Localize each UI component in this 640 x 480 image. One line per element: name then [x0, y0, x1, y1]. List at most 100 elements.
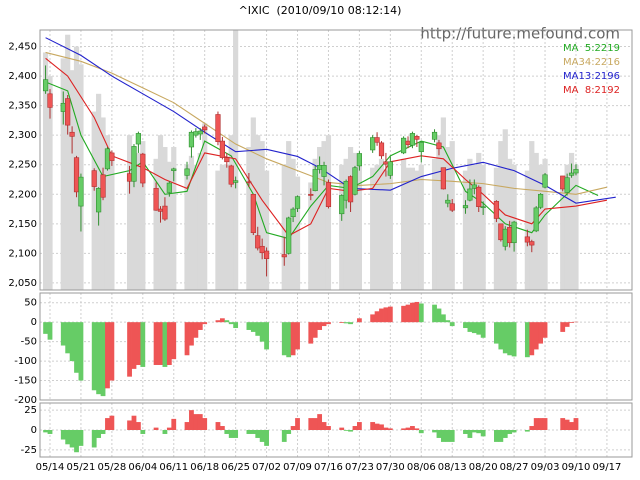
- plot-layer: 05/14 05/21 05/28 06/04 06/11 06/18 06/25 07/02…: [8, 30, 632, 473]
- macd-bar: [440, 314, 446, 323]
- candle-body: [533, 207, 539, 232]
- signal-bar: [410, 426, 415, 430]
- macd-bar: [100, 322, 106, 397]
- x-tick-label: 09/03: [531, 462, 560, 473]
- x-tick-label: 05/21: [67, 462, 96, 473]
- signal-bar: [440, 430, 446, 442]
- candle-body: [104, 148, 111, 170]
- macd-bar: [317, 322, 323, 330]
- volume-bar: [409, 167, 416, 290]
- volume-bar: [414, 170, 420, 290]
- volume-bar: [308, 182, 314, 290]
- volume-bar: [378, 158, 385, 290]
- volume-bar: [352, 152, 358, 290]
- volume-bar: [219, 164, 225, 290]
- macd-bar: [153, 322, 159, 365]
- y-tick-label: 2,100: [8, 248, 37, 259]
- volume-bar: [290, 158, 296, 290]
- volume-bar: [498, 141, 504, 290]
- candle-body: [215, 114, 221, 142]
- signal-bar: [78, 430, 84, 446]
- volume-bar: [480, 164, 486, 290]
- macd-bar: [233, 322, 239, 329]
- volume-bar: [343, 158, 349, 290]
- macd-bar: [105, 322, 110, 389]
- volume-bar: [401, 158, 407, 290]
- macd-bar: [127, 322, 132, 377]
- macd-bar: [286, 322, 292, 358]
- macd-bar: [542, 322, 548, 338]
- signal-bar: [564, 419, 570, 430]
- signal-bar: [502, 430, 508, 438]
- y-tick-label: 2,450: [8, 42, 37, 53]
- candle-body: [383, 161, 389, 165]
- x-tick-label: 07/16: [314, 462, 343, 473]
- macd-bar: [202, 322, 208, 325]
- candle-body: [109, 152, 115, 161]
- candle-body: [564, 177, 570, 193]
- volume-bar: [224, 164, 230, 290]
- signal-bar: [321, 422, 327, 430]
- macd-bar: [91, 322, 97, 391]
- signal-bar: [432, 430, 437, 433]
- signal-bar: [259, 430, 265, 442]
- macd-bar: [387, 306, 393, 323]
- x-tick-label: 08/20: [469, 462, 498, 473]
- signal-bar: [348, 430, 353, 432]
- candle-body: [193, 131, 199, 136]
- signal-bar: [308, 418, 314, 430]
- signal-bar: [533, 418, 539, 430]
- candle-body: [524, 236, 530, 243]
- macd-bar: [343, 322, 349, 324]
- macd-bar: [290, 322, 296, 356]
- x-tick-label: 09/17: [593, 462, 622, 473]
- signal-bar: [264, 430, 269, 446]
- candle-body: [511, 221, 517, 244]
- signal-bar: [65, 430, 71, 445]
- candle-body: [259, 245, 265, 254]
- signal-bar: [560, 418, 566, 430]
- candle-body: [343, 180, 349, 201]
- macd-bar: [321, 322, 327, 327]
- macd-bar: [445, 320, 451, 323]
- volume-bar: [233, 30, 239, 290]
- candle-body: [471, 184, 477, 189]
- signal-bar: [250, 430, 256, 434]
- signal-bar: [542, 418, 548, 430]
- macd-bar: [96, 322, 102, 395]
- candle-body: [414, 136, 420, 140]
- candle-body: [476, 186, 482, 207]
- volume-bar: [449, 141, 455, 290]
- signal-bar: [219, 426, 225, 430]
- candle-body: [449, 203, 455, 211]
- x-tick-label: 08/13: [438, 462, 467, 473]
- macd-bar: [69, 322, 75, 362]
- volume-bar: [140, 141, 146, 290]
- candle-body: [131, 146, 137, 182]
- candle-body: [568, 172, 575, 176]
- macd-bar: [339, 322, 345, 323]
- macd-bar: [418, 303, 424, 323]
- candle-body: [387, 161, 393, 176]
- x-tick-label: 06/25: [221, 462, 250, 473]
- signal-bar: [215, 422, 221, 430]
- signal-bar: [476, 430, 482, 434]
- volume-bar: [312, 158, 318, 290]
- candle-body: [65, 98, 71, 126]
- candle-body: [321, 165, 327, 177]
- volume-bar: [431, 158, 438, 290]
- candle-body: [529, 241, 535, 246]
- candle-body: [502, 228, 508, 247]
- signal-bar: [357, 422, 362, 430]
- candle-body: [356, 153, 363, 167]
- volume-bar: [166, 161, 172, 290]
- macd-bar: [405, 304, 411, 323]
- macd-bar: [166, 322, 172, 365]
- macd-bar: [401, 305, 406, 323]
- volume-bar: [91, 111, 97, 290]
- macd-bar: [158, 322, 163, 365]
- candle-body: [339, 195, 345, 215]
- signal-bar: [529, 426, 535, 430]
- chart-title: ^IXIC (2010/09/10 08:12:14): [239, 4, 402, 17]
- volume-bar: [47, 76, 53, 290]
